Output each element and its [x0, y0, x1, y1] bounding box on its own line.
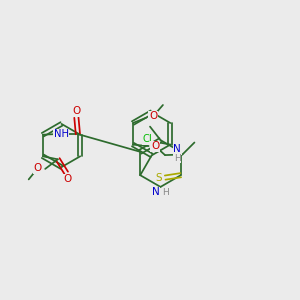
Text: NH: NH: [54, 129, 69, 139]
Text: O: O: [72, 106, 80, 116]
Text: H: H: [163, 188, 169, 197]
Text: O: O: [149, 111, 157, 122]
Text: O: O: [64, 174, 72, 184]
Text: N: N: [173, 144, 181, 154]
Text: O: O: [151, 141, 159, 151]
Text: H: H: [174, 154, 181, 163]
Text: O: O: [34, 163, 42, 173]
Text: N: N: [152, 187, 160, 197]
Text: S: S: [155, 172, 162, 183]
Text: Cl: Cl: [142, 134, 152, 144]
